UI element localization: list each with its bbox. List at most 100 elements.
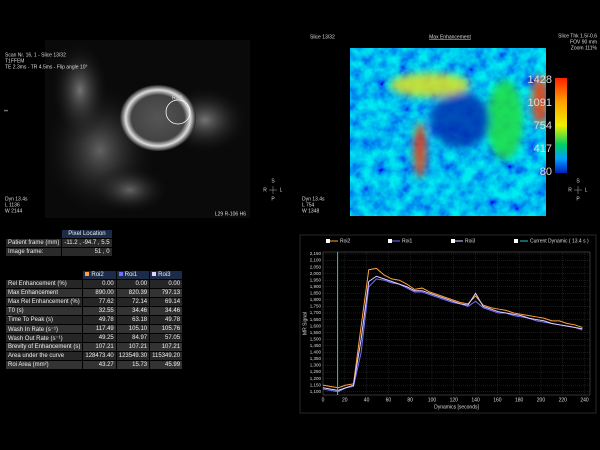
table-cell: 49.78	[149, 315, 184, 325]
y-tick-label: 2,000	[310, 271, 322, 276]
table-cell: 15.73	[115, 360, 151, 370]
colorbar-label: 1091	[528, 97, 552, 109]
table-cell	[4, 229, 63, 239]
overlay-text: L 1136	[5, 202, 20, 208]
y-tick-label: 1,300	[310, 363, 322, 368]
overlay-text: L29 R-106 H6	[215, 211, 246, 217]
table-cell: 34.46	[149, 306, 184, 316]
table-cell: 0.00	[82, 279, 117, 289]
mri-image	[40, 40, 250, 220]
table-cell: 34.46	[115, 306, 151, 316]
x-tick-label: 220	[559, 397, 568, 403]
table-cell: Max Enhancement	[4, 288, 84, 298]
y-tick-label: 1,950	[310, 277, 322, 282]
table-cell: Wash In Rate (s⁻¹)	[4, 324, 84, 334]
legend-label: Current Dynamic ( 13.4 s )	[530, 238, 589, 244]
table-cell: Brevity of Enhancement (s)	[4, 342, 84, 352]
x-tick-label: 140	[471, 397, 480, 403]
x-tick-label: 60	[386, 397, 392, 403]
y-tick-label: 1,900	[310, 284, 322, 289]
overlay-text: Scan Nr. 16, 1 - Slice 13/32	[5, 52, 66, 58]
y-tick-label: 1,350	[310, 356, 322, 361]
map-link[interactable]: Max Enhancement	[429, 34, 471, 40]
x-tick-label: 160	[493, 397, 502, 403]
x-tick-label: 180	[515, 397, 524, 403]
overlay-text: T1FFEM	[5, 58, 24, 64]
table-cell: Pixel Location	[61, 229, 113, 239]
y-tick-label: 1,650	[310, 317, 322, 322]
pixel-table: Pixel Location Patient frame (mm) -11.2 , …	[4, 229, 113, 257]
y-tick-label: 1,550	[310, 330, 322, 335]
overlay-text: Dyn 13.4s	[302, 196, 325, 202]
y-tick-label: 2,100	[310, 258, 322, 263]
overlay-text: Slice 13/32	[310, 34, 335, 40]
plot-area	[322, 251, 591, 396]
legend-label: Roi2	[340, 238, 351, 244]
roi-swatch	[118, 272, 123, 276]
orientation-label: R	[263, 187, 267, 193]
table-cell: 49.78	[82, 315, 117, 325]
colorbar-label: 1428	[528, 74, 552, 86]
table-cell: Wash Out Rate (s⁻¹)	[4, 333, 84, 343]
overlay-text: FOV 90 mm	[570, 39, 597, 45]
table-cell: Rel Enhancement (%)	[4, 279, 84, 289]
table-cell: 890.00	[82, 288, 117, 298]
overlay-text: Slice Thk 1.5/-0.6	[558, 33, 597, 39]
table-cell: 57.05	[149, 333, 184, 343]
table-cell: Patient frame (mm)	[4, 238, 63, 248]
colorbar	[555, 78, 567, 173]
x-tick-label: 200	[537, 397, 546, 403]
legend-box	[388, 239, 392, 243]
orientation-label: R	[568, 187, 572, 193]
overlay-text: Zoom 111%	[571, 45, 598, 51]
table-cell: -11.2 , -94.7 , 5.5	[61, 238, 113, 248]
y-tick-label: 1,750	[310, 304, 322, 309]
table-cell: Image frame:	[4, 247, 63, 257]
table-cell: Roi1	[115, 270, 151, 280]
table-cell: Area under the curve	[4, 351, 84, 361]
table-cell: 84.97	[115, 333, 151, 343]
overlay-text: Dyn 13.4s	[5, 196, 28, 202]
legend-label: Roi3	[465, 238, 476, 244]
table-cell: 107.21	[82, 342, 117, 352]
orientation-label: S	[576, 178, 580, 184]
legend-box	[451, 239, 455, 243]
roi-swatch	[85, 272, 90, 276]
series-line	[322, 267, 583, 389]
legend-box	[514, 239, 518, 243]
overlay-text: W 1348	[302, 208, 319, 214]
table-cell: 797.13	[149, 288, 184, 298]
x-tick-label: 80	[407, 397, 413, 403]
table-cell: Roi2	[82, 270, 117, 280]
y-tick-label: 1,250	[310, 369, 322, 374]
table-cell: 105.10	[115, 324, 151, 334]
table-cell: T0 (s)	[4, 306, 84, 316]
x-tick-label: 120	[450, 397, 459, 403]
table-cell: 107.21	[115, 342, 151, 352]
legend-box	[326, 239, 330, 243]
table-cell: 115349.20	[149, 351, 184, 361]
table-cell: 820.39	[115, 288, 151, 298]
x-axis-label: Dynamics [seconds]	[434, 404, 479, 410]
table-cell: 32.55	[82, 306, 117, 316]
y-tick-label: 1,150	[310, 382, 322, 387]
table-cell: 105.76	[149, 324, 184, 334]
table-cell: Time To Peak (s)	[4, 315, 84, 325]
orientation-label: L	[280, 187, 283, 193]
table-cell: 107.21	[149, 342, 184, 352]
table-cell: 72.14	[115, 297, 151, 307]
legend-label: Roi1	[402, 238, 413, 244]
table-cell: 77.62	[82, 297, 117, 307]
y-tick-label: 1,600	[310, 323, 322, 328]
colorbar-label: 80	[540, 166, 552, 178]
table-cell: 123549.30	[115, 351, 151, 361]
series-line	[322, 278, 583, 393]
table-cell: Roi3	[149, 270, 184, 280]
x-tick-label: 0	[322, 397, 325, 403]
chart-panel	[299, 234, 597, 414]
overlay-text: Roi2	[172, 95, 183, 101]
y-tick-label: 1,450	[310, 343, 322, 348]
y-tick-label: 2,050	[310, 264, 322, 269]
enhancement-map	[350, 40, 546, 216]
overlay-text: L 754	[302, 202, 315, 208]
